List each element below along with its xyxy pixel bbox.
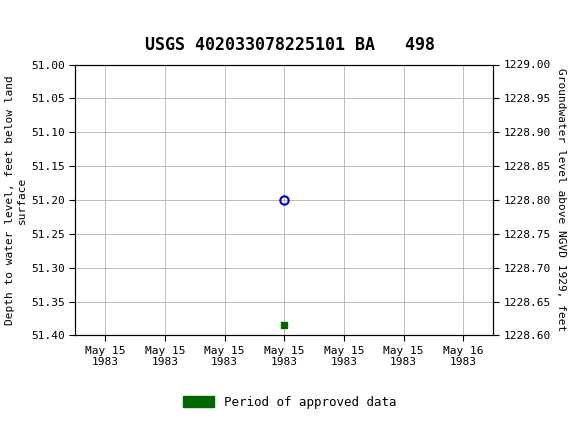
Text: USGS 402033078225101 BA   498: USGS 402033078225101 BA 498 xyxy=(145,36,435,54)
Y-axis label: Depth to water level, feet below land
surface: Depth to water level, feet below land su… xyxy=(5,75,27,325)
Y-axis label: Groundwater level above NGVD 1929, feet: Groundwater level above NGVD 1929, feet xyxy=(556,68,566,332)
Legend: Period of approved data: Period of approved data xyxy=(178,390,402,414)
Text: USGS: USGS xyxy=(36,14,92,32)
